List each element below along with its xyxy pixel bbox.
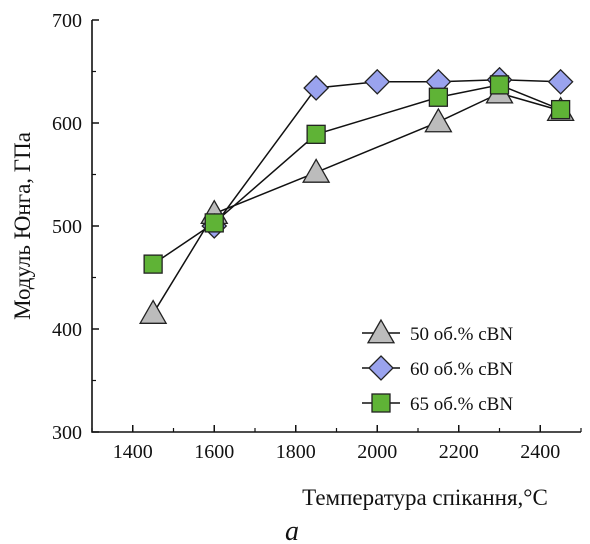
series-60-point (364, 68, 391, 95)
y-tick-label: 600 (52, 113, 82, 135)
x-axis-label: Температура спікання,°C (302, 485, 548, 510)
y-tick-label: 700 (52, 10, 82, 32)
y-axis-label: Модуль Юнга, ГПа (10, 132, 35, 320)
series-65-point (550, 99, 571, 120)
series-65-line (152, 84, 561, 265)
legend: 50 об.% cBN 60 об.% cBN 65 об.% cBN (362, 318, 513, 415)
series-65-point (489, 75, 510, 95)
series-65-point (306, 124, 326, 144)
series-50-legend-label: 50 об.% cBN (410, 324, 513, 345)
series-60-point (303, 75, 330, 101)
x-tick-label: 1400 (113, 441, 153, 463)
y-tick-label: 500 (52, 216, 82, 238)
series-65-legend-marker (371, 393, 391, 413)
series-50-point (424, 107, 453, 133)
series-65-point (428, 87, 449, 107)
figure-caption: a (285, 516, 299, 544)
x-tick-label: 1800 (276, 441, 316, 463)
series-60-point (547, 68, 574, 95)
series-50-legend-marker (366, 318, 396, 344)
y-tick-label: 400 (52, 319, 82, 341)
series-markers (139, 66, 575, 324)
series-60-legend-label: 60 об.% cBN (410, 359, 513, 380)
x-tick-label: 2200 (439, 441, 479, 463)
x-tick-label: 2400 (520, 441, 560, 463)
series-65-point (143, 254, 163, 274)
series-lines (152, 78, 561, 314)
x-ticks: 1400 1600 1800 2000 2200 2400 (91, 425, 582, 463)
series-50-point (302, 158, 331, 183)
x-tick-label: 2000 (357, 441, 397, 463)
series-60-legend-marker (368, 355, 394, 381)
x-tick-label: 1600 (194, 441, 234, 463)
series-65-legend-label: 65 об.% cBN (410, 394, 513, 415)
y-ticks: 300 400 500 600 700 (52, 10, 99, 444)
series-50-point (139, 299, 168, 324)
y-tick-label: 300 (52, 422, 82, 444)
series-65-point (204, 213, 224, 233)
